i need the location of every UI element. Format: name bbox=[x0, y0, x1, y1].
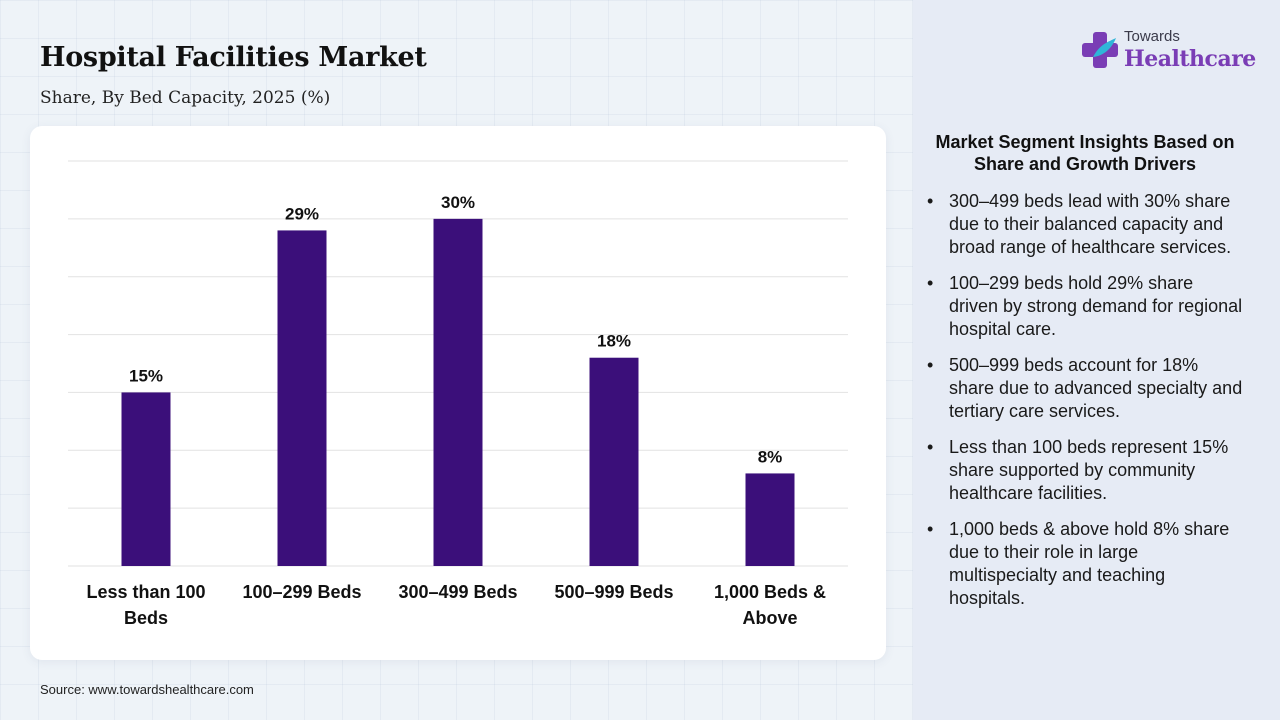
data-label: 30% bbox=[441, 193, 475, 212]
insights-title: Market Segment Insights Based on Share a… bbox=[935, 132, 1235, 174]
medical-cross-logo-icon bbox=[1082, 32, 1118, 68]
bullet-icon: • bbox=[927, 355, 934, 375]
x-tick-label: Above bbox=[742, 608, 797, 628]
insight-item: • 100–299 beds hold 29% share driven by s… bbox=[925, 272, 1245, 341]
page-subtitle: Share, By Bed Capacity, 2025 (%) bbox=[40, 88, 331, 108]
bar bbox=[277, 230, 327, 566]
insight-text: 500–999 beds account for 18% share due t… bbox=[949, 355, 1243, 421]
insight-item: • 1,000 beds & above hold 8% share due to… bbox=[925, 518, 1245, 610]
data-label: 29% bbox=[285, 204, 319, 223]
bullet-icon: • bbox=[927, 191, 934, 211]
insight-item: • 300–499 beds lead with 30% share due to… bbox=[925, 190, 1245, 259]
logo-top-text: Towards bbox=[1124, 28, 1180, 45]
x-tick-label: 300–499 Beds bbox=[398, 582, 517, 602]
insights-panel bbox=[913, 0, 1280, 720]
source-note: Source: www.towardshealthcare.com bbox=[40, 682, 254, 697]
bullet-icon: • bbox=[927, 273, 934, 293]
insight-item: • Less than 100 beds represent 15% share … bbox=[925, 436, 1245, 505]
data-label: 15% bbox=[129, 366, 163, 385]
x-tick-label: Beds bbox=[124, 608, 168, 628]
bar bbox=[433, 218, 483, 566]
bar bbox=[589, 357, 639, 566]
x-tick-label: 100–299 Beds bbox=[242, 582, 361, 602]
insight-text: 1,000 beds & above hold 8% share due to … bbox=[949, 519, 1230, 608]
insight-text: 100–299 beds hold 29% share driven by st… bbox=[949, 273, 1243, 339]
bar-chart: 15% Less than 100 Beds 29% 100–299 Beds 30% 30… bbox=[68, 160, 848, 628]
x-tick-label: 1,000 Beds & bbox=[714, 582, 826, 602]
logo-main-text: Healthcare bbox=[1124, 46, 1256, 72]
data-label: 18% bbox=[597, 332, 631, 351]
bullet-icon: • bbox=[927, 519, 934, 539]
towards-healthcare-logo: Towards Healthcare bbox=[1080, 26, 1260, 76]
chart-card: 15% Less than 100 Beds 29% 100–299 Beds 30% 30… bbox=[30, 126, 886, 660]
page-title: Hospital Facilities Market bbox=[40, 42, 427, 73]
bar bbox=[745, 473, 795, 566]
x-tick-label: Less than 100 bbox=[86, 582, 205, 602]
insight-text: Less than 100 beds represent 15% share s… bbox=[949, 437, 1229, 503]
insight-text: 300–499 beds lead with 30% share due to … bbox=[949, 191, 1232, 257]
data-label: 8% bbox=[758, 447, 783, 466]
insight-item: • 500–999 beds account for 18% share due … bbox=[925, 354, 1245, 423]
bar bbox=[121, 392, 171, 566]
bullet-icon: • bbox=[927, 437, 934, 457]
x-tick-label: 500–999 Beds bbox=[554, 582, 673, 602]
insights-list: • 300–499 beds lead with 30% share due to… bbox=[925, 190, 1245, 623]
